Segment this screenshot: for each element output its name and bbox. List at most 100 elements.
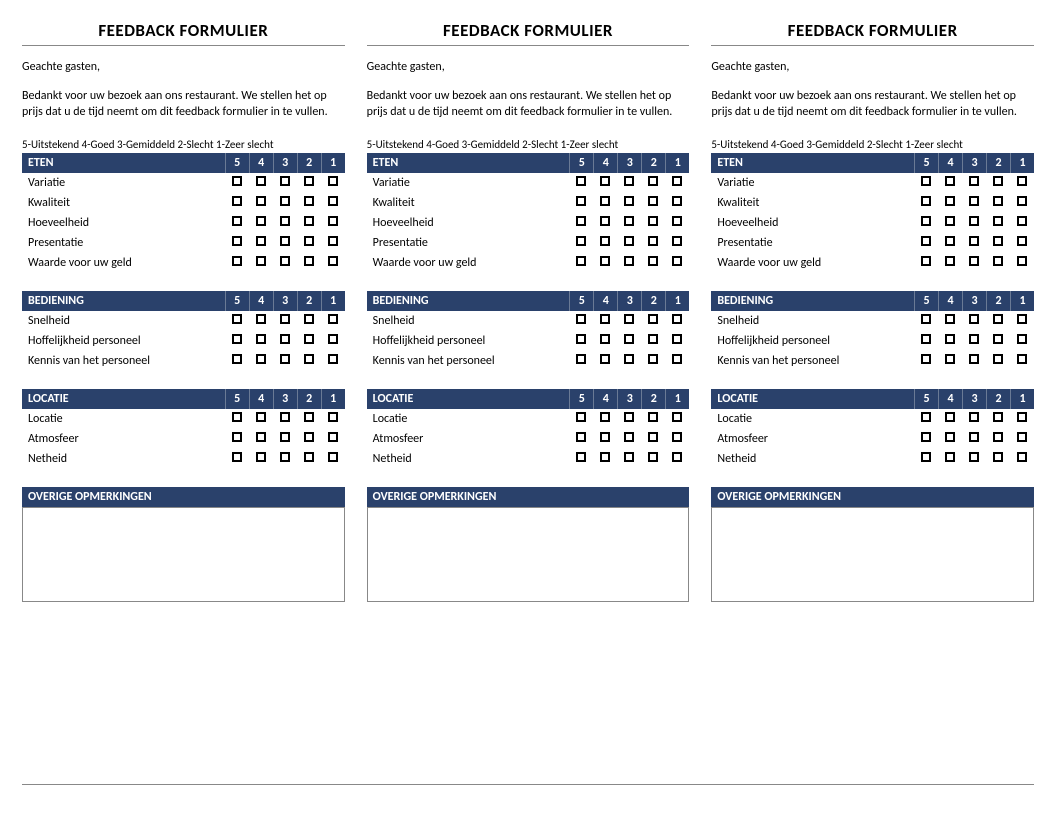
checkbox[interactable] [256,354,266,364]
checkbox[interactable] [993,412,1003,422]
checkbox[interactable] [993,236,1003,246]
checkbox[interactable] [921,412,931,422]
checkbox[interactable] [969,334,979,344]
checkbox[interactable] [280,196,290,206]
checkbox[interactable] [280,176,290,186]
checkbox[interactable] [256,216,266,226]
checkbox[interactable] [304,354,314,364]
checkbox[interactable] [1017,432,1027,442]
checkbox[interactable] [624,452,634,462]
checkbox[interactable] [232,432,242,442]
checkbox[interactable] [576,334,586,344]
checkbox[interactable] [256,432,266,442]
checkbox[interactable] [600,354,610,364]
checkbox[interactable] [945,196,955,206]
checkbox[interactable] [328,196,338,206]
checkbox[interactable] [672,236,682,246]
checkbox[interactable] [576,256,586,266]
checkbox[interactable] [945,236,955,246]
checkbox[interactable] [648,412,658,422]
checkbox[interactable] [921,176,931,186]
checkbox[interactable] [280,432,290,442]
checkbox[interactable] [672,452,682,462]
checkbox[interactable] [624,334,634,344]
checkbox[interactable] [921,256,931,266]
checkbox[interactable] [624,256,634,266]
checkbox[interactable] [648,452,658,462]
checkbox[interactable] [921,314,931,324]
checkbox[interactable] [328,412,338,422]
checkbox[interactable] [256,412,266,422]
checkbox[interactable] [624,314,634,324]
checkbox[interactable] [672,196,682,206]
checkbox[interactable] [993,452,1003,462]
checkbox[interactable] [1017,452,1027,462]
checkbox[interactable] [624,236,634,246]
checkbox[interactable] [648,216,658,226]
checkbox[interactable] [256,236,266,246]
checkbox[interactable] [304,216,314,226]
checkbox[interactable] [672,256,682,266]
checkbox[interactable] [624,432,634,442]
checkbox[interactable] [256,256,266,266]
checkbox[interactable] [328,354,338,364]
checkbox[interactable] [921,334,931,344]
checkbox[interactable] [624,196,634,206]
checkbox[interactable] [328,256,338,266]
checkbox[interactable] [600,216,610,226]
checkbox[interactable] [969,176,979,186]
checkbox[interactable] [648,196,658,206]
checkbox[interactable] [648,334,658,344]
checkbox[interactable] [672,412,682,422]
checkbox[interactable] [969,432,979,442]
checkbox[interactable] [600,432,610,442]
checkbox[interactable] [921,354,931,364]
checkbox[interactable] [328,176,338,186]
checkbox[interactable] [993,196,1003,206]
checkbox[interactable] [328,236,338,246]
checkbox[interactable] [576,196,586,206]
checkbox[interactable] [600,314,610,324]
checkbox[interactable] [304,314,314,324]
checkbox[interactable] [304,256,314,266]
checkbox[interactable] [328,432,338,442]
checkbox[interactable] [921,216,931,226]
checkbox[interactable] [576,354,586,364]
checkbox[interactable] [993,216,1003,226]
checkbox[interactable] [280,216,290,226]
checkbox[interactable] [280,314,290,324]
checkbox[interactable] [969,354,979,364]
checkbox[interactable] [993,314,1003,324]
checkbox[interactable] [648,314,658,324]
checkbox[interactable] [328,314,338,324]
checkbox[interactable] [624,354,634,364]
checkbox[interactable] [304,196,314,206]
checkbox[interactable] [921,452,931,462]
checkbox[interactable] [256,176,266,186]
checkbox[interactable] [600,176,610,186]
checkbox[interactable] [993,354,1003,364]
checkbox[interactable] [945,412,955,422]
checkbox[interactable] [232,314,242,324]
checkbox[interactable] [624,412,634,422]
checkbox[interactable] [304,176,314,186]
checkbox[interactable] [945,354,955,364]
checkbox[interactable] [304,236,314,246]
comments-box[interactable] [367,507,690,602]
checkbox[interactable] [672,176,682,186]
checkbox[interactable] [232,452,242,462]
checkbox[interactable] [648,432,658,442]
checkbox[interactable] [672,314,682,324]
checkbox[interactable] [576,452,586,462]
checkbox[interactable] [232,196,242,206]
checkbox[interactable] [945,432,955,442]
checkbox[interactable] [969,236,979,246]
checkbox[interactable] [304,412,314,422]
checkbox[interactable] [1017,216,1027,226]
checkbox[interactable] [648,256,658,266]
checkbox[interactable] [969,256,979,266]
checkbox[interactable] [600,412,610,422]
checkbox[interactable] [945,256,955,266]
checkbox[interactable] [969,196,979,206]
checkbox[interactable] [328,216,338,226]
